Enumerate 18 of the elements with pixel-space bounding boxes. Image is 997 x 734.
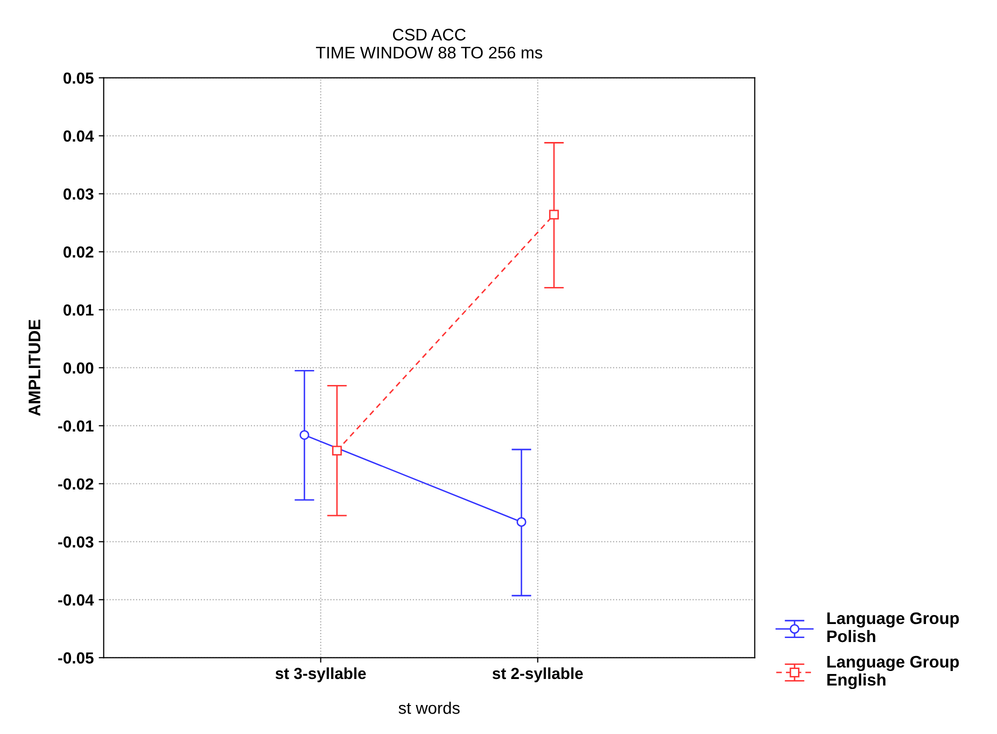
y-tick-label: -0.04 <box>58 594 94 606</box>
legend-label: Language Group Polish <box>827 612 959 642</box>
x-axis-title: st words <box>398 702 460 714</box>
chart-title: CSD ACC TIME WINDOW 88 TO 256 ms <box>316 28 542 59</box>
y-tick-label: -0.03 <box>58 536 94 548</box>
x-tick-label: st 3-syllable <box>276 667 366 682</box>
y-tick-label: 0.01 <box>64 304 94 316</box>
y-tick-label: 0.03 <box>64 188 94 200</box>
y-tick-label: 0.00 <box>64 362 94 374</box>
y-tick-label: 0.04 <box>64 130 94 142</box>
y-axis-title: AMPLITUDE <box>28 320 40 416</box>
y-tick-label: 0.02 <box>64 246 94 258</box>
y-tick-label: 0.05 <box>64 72 94 84</box>
y-tick-label: -0.05 <box>58 652 94 664</box>
x-tick-label: st 2-syllable <box>492 667 583 682</box>
legend-label: Language Group English <box>827 656 959 690</box>
y-tick-label: -0.02 <box>58 478 94 490</box>
y-tick-label: -0.01 <box>58 420 94 432</box>
